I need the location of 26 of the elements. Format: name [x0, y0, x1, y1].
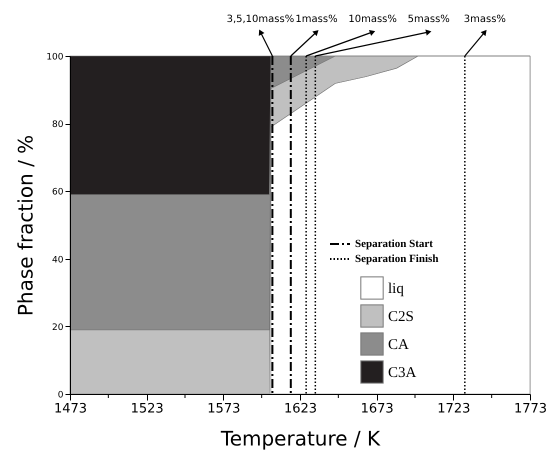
- ref-line-label: 3,5,10mass%: [226, 14, 294, 25]
- x-tick-label: 1723: [437, 402, 470, 416]
- y-tick-label: 20: [52, 322, 64, 333]
- x-tick-label: 1573: [207, 402, 240, 416]
- legend-label: C2S: [388, 309, 414, 325]
- ref-line-label: 3mass%: [464, 14, 506, 25]
- y-tick-label: 60: [52, 188, 64, 198]
- x-tick-label: 1523: [130, 402, 164, 416]
- legend-label: CA: [388, 337, 410, 353]
- ref-line-label: 5mass%: [408, 14, 450, 25]
- y-axis-title: Phase fraction / %: [13, 134, 38, 316]
- ref-line-label: 10mass%: [348, 14, 397, 25]
- annotation: Separation Finish: [355, 253, 438, 265]
- x-tick-label: 1623: [284, 402, 318, 416]
- annotation: Separation Start: [355, 238, 434, 250]
- legend-label: C3A: [388, 365, 417, 381]
- x-tick-label: 1473: [54, 402, 88, 416]
- x-tick-label: 1673: [360, 402, 394, 416]
- legend-label: liq: [388, 281, 404, 297]
- y-tick-label: 100: [46, 52, 64, 62]
- x-tick-label: 1773: [514, 402, 548, 416]
- y-tick-label: 40: [52, 255, 64, 266]
- x-axis-title: Temperature / K: [220, 426, 382, 450]
- ref-line-label: 1mass%: [295, 14, 338, 25]
- y-tick-label: 0: [58, 390, 64, 400]
- y-tick-label: 80: [52, 120, 64, 130]
